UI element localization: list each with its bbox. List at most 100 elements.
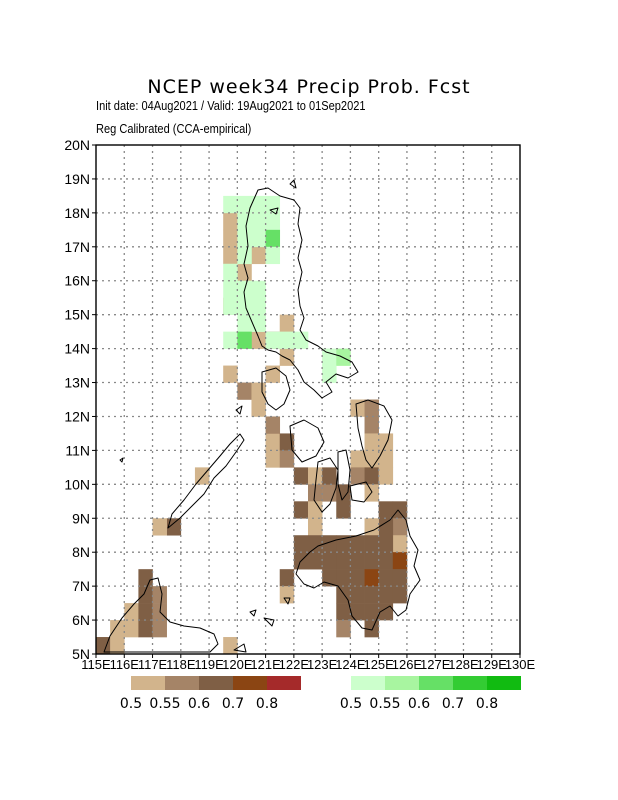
wet-legend-label: 0.7: [442, 696, 464, 712]
dry-legend-label: 0.55: [149, 696, 180, 712]
dry-prob-cell: [265, 365, 281, 383]
lon-tick-label: 119E: [194, 657, 224, 672]
wet-legend-label: 0.6: [408, 696, 430, 712]
dry-legend-swatch: [131, 676, 165, 690]
dry-prob-cell: [138, 569, 153, 587]
dry-prob-cell: [364, 518, 379, 536]
lat-tick-label: 11N: [65, 442, 90, 458]
dry-prob-cell: [138, 603, 153, 621]
dry-prob-cell: [378, 586, 394, 604]
wet-prob-cell: [265, 331, 281, 349]
lat-tick-label: 15N: [64, 307, 90, 323]
lat-tick-label: 7N: [72, 578, 90, 594]
lat-tick-label: 18N: [64, 205, 90, 221]
lon-tick-label: 129E: [477, 657, 508, 672]
dry-prob-cell: [279, 586, 295, 604]
lon-tick-label: 128E: [448, 657, 479, 672]
dry-prob-cell: [110, 620, 125, 638]
lat-tick-label: 14N: [64, 341, 90, 357]
dry-legend-label: 0.8: [256, 696, 278, 712]
dry-prob-cell: [364, 433, 379, 451]
wet-prob-cell: [251, 314, 266, 332]
calibration-note: Reg Calibrated (CCA-empirical): [96, 121, 252, 136]
lat-tick-label: 8N: [72, 544, 90, 560]
lon-tick-label: 130E: [505, 657, 536, 672]
dry-prob-cell: [279, 450, 295, 468]
dry-prob-cell: [251, 246, 266, 265]
lon-tick-label: 120E: [222, 657, 253, 672]
wet-prob-cell: [293, 331, 309, 349]
lat-tick-label: 17N: [64, 239, 90, 255]
wet-prob-cell: [251, 212, 266, 231]
dry-prob-cell: [378, 501, 394, 519]
lat-tick-label: 16N: [64, 273, 90, 289]
dry-prob-cell: [293, 535, 309, 553]
dry-prob-cell: [308, 552, 323, 570]
lat-tick-label: 12N: [64, 408, 90, 424]
dry-prob-cell: [96, 637, 111, 655]
lon-tick-label: 115E: [81, 657, 111, 672]
wet-legend-swatch: [351, 676, 385, 690]
dry-legend-label: 0.7: [222, 696, 244, 712]
coastlines: [103, 179, 421, 653]
lon-tick-label: 123E: [307, 657, 338, 672]
wet-prob-cell: [322, 365, 337, 383]
dry-prob-cell: [378, 552, 394, 570]
dry-prob-cell: [378, 518, 394, 536]
wet-prob-cell: [237, 297, 252, 315]
dry-prob-cell: [336, 484, 351, 502]
dry-prob-cell: [364, 450, 379, 468]
wet-prob-cell: [237, 246, 252, 265]
dry-prob-cell: [350, 450, 365, 468]
dry-prob-cell: [152, 518, 167, 536]
dry-prob-cell: [124, 603, 139, 621]
init-valid-date: Init date: 04Aug2021 / Valid: 19Aug2021 …: [96, 98, 366, 113]
dry-prob-cell: [364, 467, 379, 485]
wet-prob-cell: [237, 229, 252, 248]
dry-prob-cell: [138, 586, 153, 604]
legend-wet-scale: 0.5 0.55 0.6 0.7 0.8: [340, 676, 521, 712]
wet-prob-cell: [279, 331, 295, 349]
dry-prob-cell: [322, 552, 337, 570]
dry-prob-cell: [251, 399, 266, 417]
lat-tick-label: 10N: [64, 476, 90, 492]
axis-ticks: 115E116E117E118E119E120E121E122E123E124E…: [64, 137, 535, 672]
dry-prob-cell: [336, 552, 351, 570]
dry-prob-cell: [265, 416, 281, 434]
lat-tick-label: 19N: [64, 171, 90, 187]
wet-prob-cell: [223, 297, 238, 315]
dry-prob-cell: [293, 467, 309, 485]
wet-prob-cell: [237, 331, 252, 349]
dry-prob-cell: [350, 586, 365, 604]
wet-legend-swatch: [419, 676, 453, 690]
lat-tick-label: 6N: [72, 612, 90, 628]
dry-prob-cell: [166, 518, 182, 536]
dry-legend-swatch: [267, 676, 301, 690]
dry-prob-cell: [350, 552, 365, 570]
dry-prob-cell: [223, 246, 238, 265]
legend-dry-scale: 0.5 0.55 0.6 0.7 0.8: [120, 676, 301, 712]
dry-prob-cell: [223, 212, 238, 231]
dry-prob-cell: [308, 467, 323, 485]
wet-prob-cell: [223, 280, 238, 298]
wet-prob-cell: [223, 331, 238, 349]
dry-prob-cell: [350, 603, 365, 621]
dry-prob-cell: [364, 603, 379, 621]
dry-prob-cell: [364, 586, 379, 604]
lon-tick-label: 117E: [138, 657, 168, 672]
dry-legend-swatch: [199, 676, 233, 690]
wet-prob-cell: [251, 229, 266, 248]
dry-prob-cell: [364, 569, 379, 587]
dry-prob-cell: [392, 569, 408, 587]
lon-tick-label: 127E: [420, 657, 451, 672]
dry-prob-cell: [293, 501, 309, 519]
lon-tick-label: 121E: [250, 657, 281, 672]
dry-prob-cell: [350, 569, 365, 587]
wet-legend-label: 0.8: [476, 696, 498, 712]
dry-prob-cell: [279, 569, 295, 587]
wet-legend-label: 0.5: [340, 696, 362, 712]
lat-tick-label: 20N: [64, 137, 90, 153]
dry-prob-cell: [223, 229, 238, 248]
lon-tick-label: 125E: [363, 657, 394, 672]
dry-prob-cell: [364, 552, 379, 570]
